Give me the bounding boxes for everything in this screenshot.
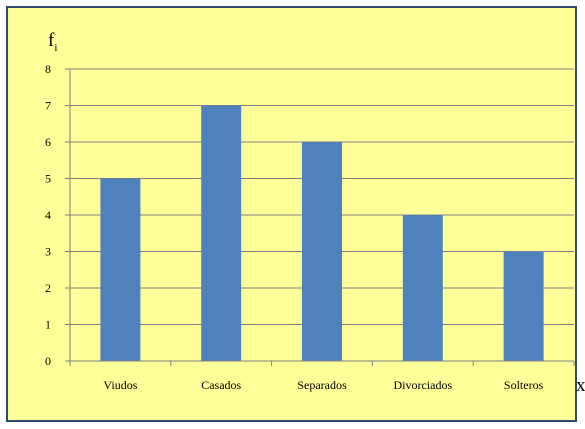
y-tick-label: 7: [45, 99, 51, 113]
bars: [100, 105, 544, 361]
y-tick-label: 4: [45, 208, 51, 222]
x-category-label: Divorciados: [393, 378, 452, 392]
y-tick-labels: 0 1 2 3 4 5 6 7 8: [45, 62, 51, 368]
y-tick-label: 0: [45, 354, 51, 368]
x-category-label: Separados: [297, 378, 347, 392]
y-tick-label: 8: [45, 62, 51, 76]
y-tick-label: 3: [45, 245, 51, 259]
y-axis-title: fi: [48, 30, 57, 54]
x-category-label: Casados: [201, 378, 241, 392]
y-tick-label: 2: [45, 281, 51, 295]
x-category-labels: Viudos Casados Separados Divorciados Soltero…: [103, 378, 543, 392]
bar-separados: [302, 142, 342, 361]
bar-casados: [201, 105, 242, 361]
y-tick-label: 1: [45, 318, 51, 332]
x-axis-title: x: [576, 375, 585, 396]
y-tick-label: 5: [45, 172, 51, 186]
x-category-label: Solteros: [504, 378, 544, 392]
x-category-label: Viudos: [103, 378, 137, 392]
y-tick-label: 6: [45, 135, 51, 149]
bar-divorciados: [402, 215, 443, 361]
bar-viudos: [100, 178, 141, 361]
bar-solteros: [503, 251, 544, 361]
